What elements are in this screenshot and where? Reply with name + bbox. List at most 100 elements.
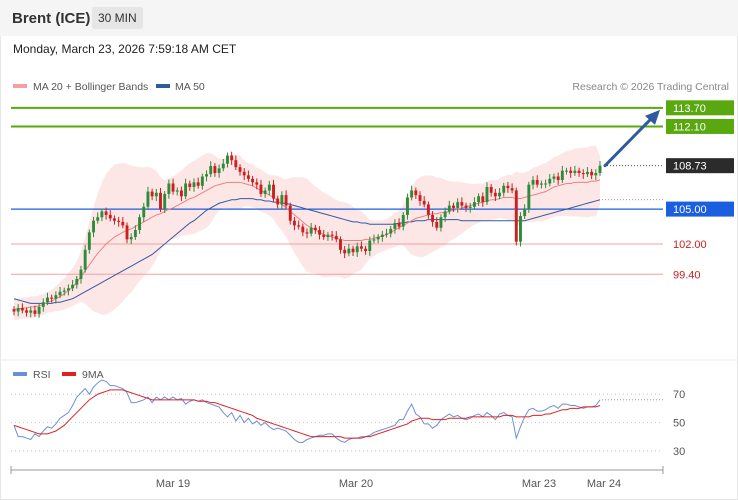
candle-body — [523, 209, 527, 217]
level-label-resistance: 113.70 — [673, 103, 706, 115]
candle-body — [322, 234, 326, 238]
candle-body — [431, 214, 435, 222]
candle-body — [280, 195, 284, 205]
candle-body — [581, 173, 585, 175]
level-label-last: 108.73 — [673, 161, 707, 173]
candle-body — [230, 155, 234, 161]
candle-body — [217, 168, 221, 174]
level-label-bg-pivot — [666, 201, 734, 217]
price-panel: 113.70 112.10 108.73 105.00 102.00 99.40 — [11, 100, 734, 320]
candle-body — [167, 183, 171, 194]
candle-body — [79, 269, 83, 279]
chart-header: Brent (ICE) 30 MIN — [0, 0, 738, 36]
candle-body — [66, 288, 70, 291]
rsi-y-tick: 30 — [673, 446, 685, 458]
candle-body — [468, 206, 472, 208]
level-label-bg-resistance — [666, 100, 734, 116]
candle-body — [121, 221, 125, 226]
ma20-line — [14, 179, 601, 310]
candle-body — [16, 308, 20, 312]
candle-body — [556, 176, 560, 180]
candle-body — [456, 202, 460, 208]
candle-body — [590, 171, 594, 176]
candle-body — [297, 225, 301, 227]
candle-body — [389, 228, 393, 234]
legend-ma20-label: MA 20 + Bollinger Bands — [33, 81, 148, 93]
candle-body — [159, 192, 162, 210]
level-label-support: 102.00 — [673, 239, 707, 251]
candle-body — [539, 183, 543, 185]
candle-body — [276, 198, 280, 205]
candle-body — [284, 195, 288, 206]
candle-body — [385, 233, 388, 235]
level-label-support: 99.40 — [673, 269, 701, 281]
candle-body — [213, 166, 217, 174]
candle-body — [75, 278, 79, 285]
candle-body — [251, 178, 255, 183]
rsi-y-tick: 50 — [673, 418, 685, 430]
candle-body — [104, 211, 108, 215]
candle-body — [565, 170, 568, 172]
candle-body — [62, 290, 66, 292]
candle-body — [351, 248, 355, 253]
candle-body — [535, 179, 539, 185]
candle-body — [410, 190, 414, 198]
candle-body — [368, 240, 372, 251]
candle-body — [343, 249, 347, 254]
candle-body — [493, 192, 497, 197]
legend-ma50-label: MA 50 — [175, 81, 205, 93]
candle-body — [414, 190, 418, 196]
candle-body — [54, 295, 58, 299]
legend-rsi-swatch — [13, 372, 27, 376]
candle-body — [226, 155, 229, 164]
candle-body — [96, 217, 100, 221]
legend-9ma-swatch — [62, 372, 76, 376]
candle-body — [347, 248, 351, 254]
candle-body — [242, 171, 246, 176]
candle-body — [527, 184, 531, 210]
timeframe-badge[interactable]: 30 MIN — [92, 7, 143, 29]
candle-body — [184, 183, 188, 197]
candle-body — [71, 284, 75, 289]
level-label-pivot: 105.00 — [673, 204, 707, 216]
candle-body — [138, 217, 142, 231]
rsi-y-tick: 70 — [673, 389, 685, 401]
forecast-arrow-head — [645, 109, 660, 125]
candle-body — [498, 192, 501, 197]
candle-body — [472, 202, 476, 207]
candle-body — [506, 185, 510, 189]
candle-body — [301, 226, 305, 233]
candle-body — [309, 227, 313, 234]
candle-body — [263, 190, 267, 194]
candle-body — [552, 176, 556, 179]
candle-body — [485, 186, 489, 203]
candle-body — [577, 170, 581, 174]
candle-body — [548, 178, 552, 184]
level-label-bg-resistance — [666, 118, 734, 134]
candle-body — [179, 190, 183, 197]
candle-body — [196, 182, 200, 186]
candle-body — [221, 163, 225, 169]
candle-body — [422, 200, 426, 205]
candle-body — [355, 246, 359, 253]
candle-body — [531, 179, 535, 185]
candle-body — [255, 182, 259, 185]
legend-rsi-label: RSI — [33, 369, 51, 381]
candle-body — [339, 239, 342, 250]
candle-body — [154, 192, 158, 197]
candle-body — [133, 230, 137, 238]
candle-body — [318, 230, 322, 235]
candle-body — [272, 184, 275, 199]
candle-body — [426, 204, 430, 215]
timestamp: Monday, March 23, 2026 7:59:18 AM CET — [13, 42, 237, 56]
legend-ma20-swatch — [13, 84, 27, 88]
candle-body — [489, 186, 493, 193]
x-tick-mar20: Mar 20 — [339, 478, 373, 490]
candle-body — [238, 167, 242, 172]
candle-body — [108, 214, 112, 219]
forecast-arrow-shaft — [603, 114, 656, 168]
rsi-9ma-line — [13, 389, 601, 439]
candle-body — [205, 174, 208, 177]
candle-body — [397, 223, 401, 227]
level-label-resistance: 112.10 — [673, 121, 706, 133]
